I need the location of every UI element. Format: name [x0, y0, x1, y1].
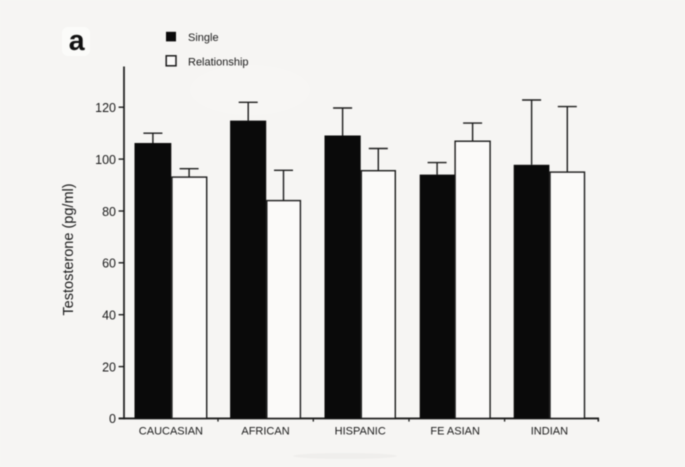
svg-text:0: 0: [109, 412, 116, 426]
svg-text:20: 20: [102, 360, 116, 374]
svg-text:INDIAN: INDIAN: [531, 426, 568, 438]
svg-text:120: 120: [95, 101, 116, 115]
svg-text:CAUCASIAN: CAUCASIAN: [139, 426, 203, 438]
svg-text:Relationship: Relationship: [188, 56, 249, 68]
svg-text:Testosterone (pg/ml): Testosterone (pg/ml): [61, 183, 77, 315]
svg-text:100: 100: [95, 153, 116, 167]
svg-text:AFRICAN: AFRICAN: [241, 426, 289, 438]
svg-text:80: 80: [102, 205, 116, 219]
svg-text:FE ASIAN: FE ASIAN: [430, 426, 480, 438]
svg-text:HISPANIC: HISPANIC: [335, 426, 386, 438]
svg-text:a: a: [69, 25, 86, 57]
svg-text:40: 40: [102, 309, 116, 323]
svg-text:Single: Single: [188, 32, 219, 44]
svg-text:60: 60: [102, 257, 116, 271]
